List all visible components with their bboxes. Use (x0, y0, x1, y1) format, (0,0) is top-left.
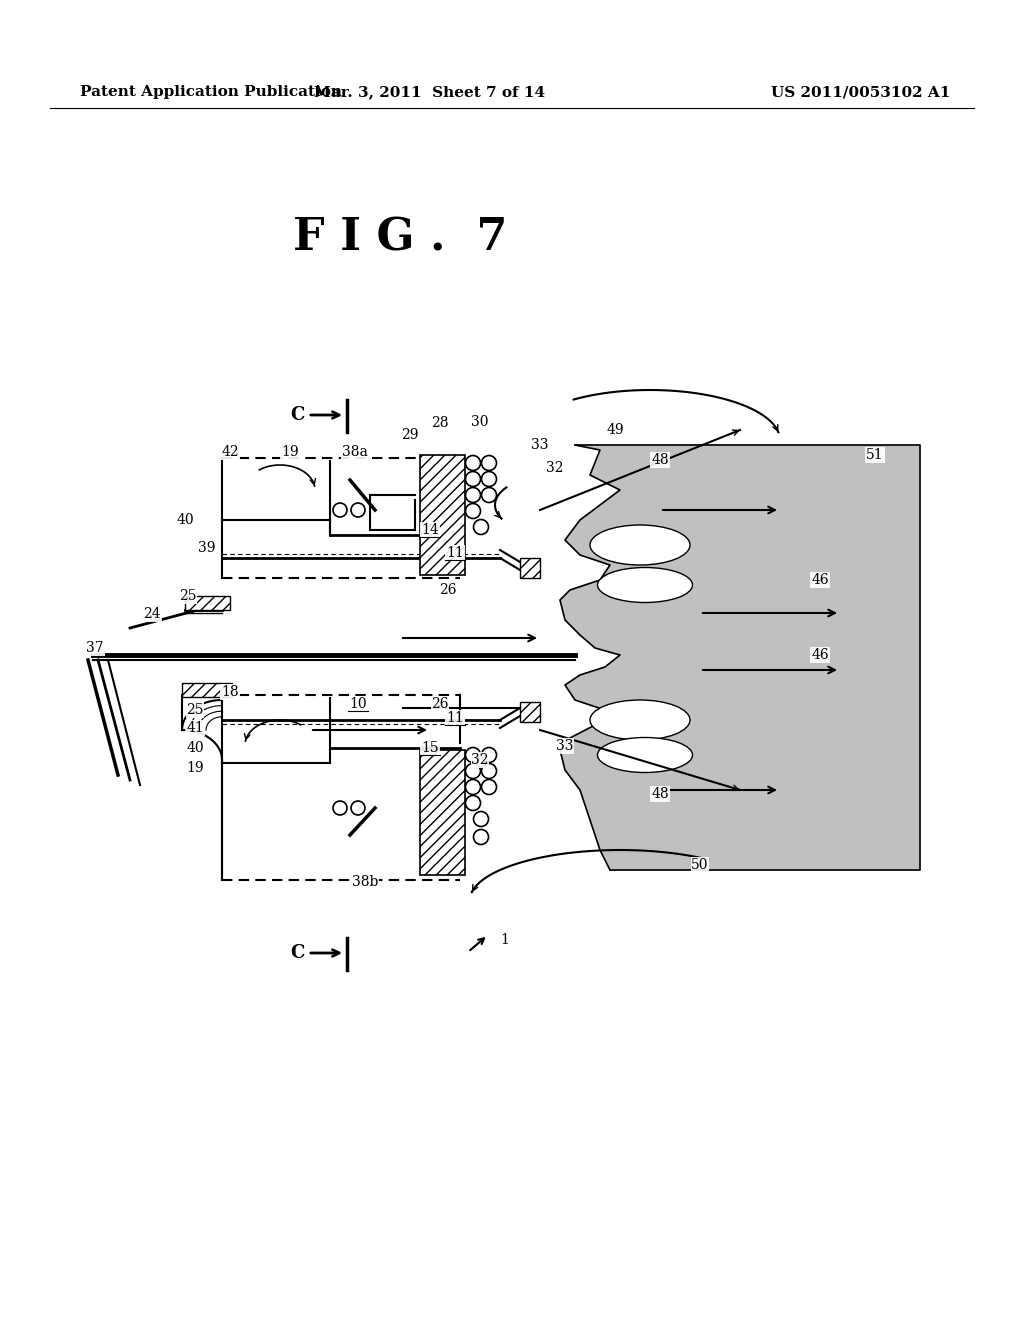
Text: 25: 25 (179, 589, 197, 603)
Text: 1: 1 (501, 933, 509, 946)
Circle shape (481, 763, 497, 779)
Bar (520, 702, 540, 722)
Circle shape (466, 455, 480, 470)
Text: 38a: 38a (342, 445, 368, 459)
Text: 15: 15 (421, 741, 439, 755)
Text: 26: 26 (439, 583, 457, 597)
Text: 38b: 38b (352, 875, 378, 888)
Text: 42: 42 (221, 445, 239, 459)
Text: 33: 33 (531, 438, 549, 451)
Circle shape (473, 812, 488, 826)
Circle shape (466, 503, 480, 519)
Text: 46: 46 (811, 573, 828, 587)
Bar (420, 750, 465, 875)
Text: US 2011/0053102 A1: US 2011/0053102 A1 (771, 84, 950, 99)
Text: 41: 41 (186, 721, 204, 735)
Ellipse shape (590, 525, 690, 565)
Text: 25: 25 (186, 704, 204, 717)
Text: 32: 32 (471, 752, 488, 767)
Text: 29: 29 (401, 428, 419, 442)
Bar (185, 597, 230, 610)
Circle shape (473, 520, 488, 535)
Text: 28: 28 (431, 416, 449, 430)
Text: 24: 24 (143, 607, 161, 620)
Circle shape (473, 829, 488, 845)
Text: 26: 26 (431, 697, 449, 711)
Text: 18: 18 (221, 685, 239, 700)
Text: 40: 40 (186, 741, 204, 755)
Text: 32: 32 (546, 461, 564, 475)
Circle shape (481, 747, 497, 763)
Circle shape (466, 780, 480, 795)
Text: 51: 51 (866, 447, 884, 462)
Circle shape (466, 796, 480, 810)
Circle shape (333, 801, 347, 814)
Circle shape (351, 503, 365, 517)
Polygon shape (560, 445, 920, 870)
Text: 11: 11 (446, 711, 464, 725)
Bar (420, 455, 465, 576)
Text: 19: 19 (186, 762, 204, 775)
Text: C: C (291, 407, 305, 424)
Circle shape (333, 503, 347, 517)
Text: 48: 48 (651, 453, 669, 467)
Circle shape (466, 471, 480, 487)
Text: F I G .  7: F I G . 7 (293, 216, 507, 260)
Circle shape (481, 471, 497, 487)
Circle shape (481, 780, 497, 795)
Text: 48: 48 (651, 787, 669, 801)
Circle shape (466, 487, 480, 503)
Text: 49: 49 (606, 422, 624, 437)
Ellipse shape (590, 700, 690, 741)
Text: 11: 11 (446, 546, 464, 560)
Text: 10: 10 (349, 697, 367, 711)
Text: 39: 39 (199, 541, 216, 554)
Circle shape (481, 487, 497, 503)
Text: 33: 33 (556, 739, 573, 752)
Circle shape (466, 747, 480, 763)
Text: 30: 30 (471, 414, 488, 429)
Circle shape (351, 801, 365, 814)
Text: 19: 19 (282, 445, 299, 459)
Bar (520, 558, 540, 578)
Text: C: C (291, 944, 305, 962)
Circle shape (466, 763, 480, 779)
Ellipse shape (597, 568, 692, 602)
Text: Mar. 3, 2011  Sheet 7 of 14: Mar. 3, 2011 Sheet 7 of 14 (314, 84, 546, 99)
Text: 50: 50 (691, 858, 709, 873)
Text: 37: 37 (86, 642, 103, 655)
Ellipse shape (597, 738, 692, 772)
Bar (182, 682, 232, 697)
Text: 40: 40 (176, 513, 194, 527)
Circle shape (481, 455, 497, 470)
Text: Patent Application Publication: Patent Application Publication (80, 84, 342, 99)
Text: 14: 14 (421, 523, 439, 537)
Text: 46: 46 (811, 648, 828, 663)
